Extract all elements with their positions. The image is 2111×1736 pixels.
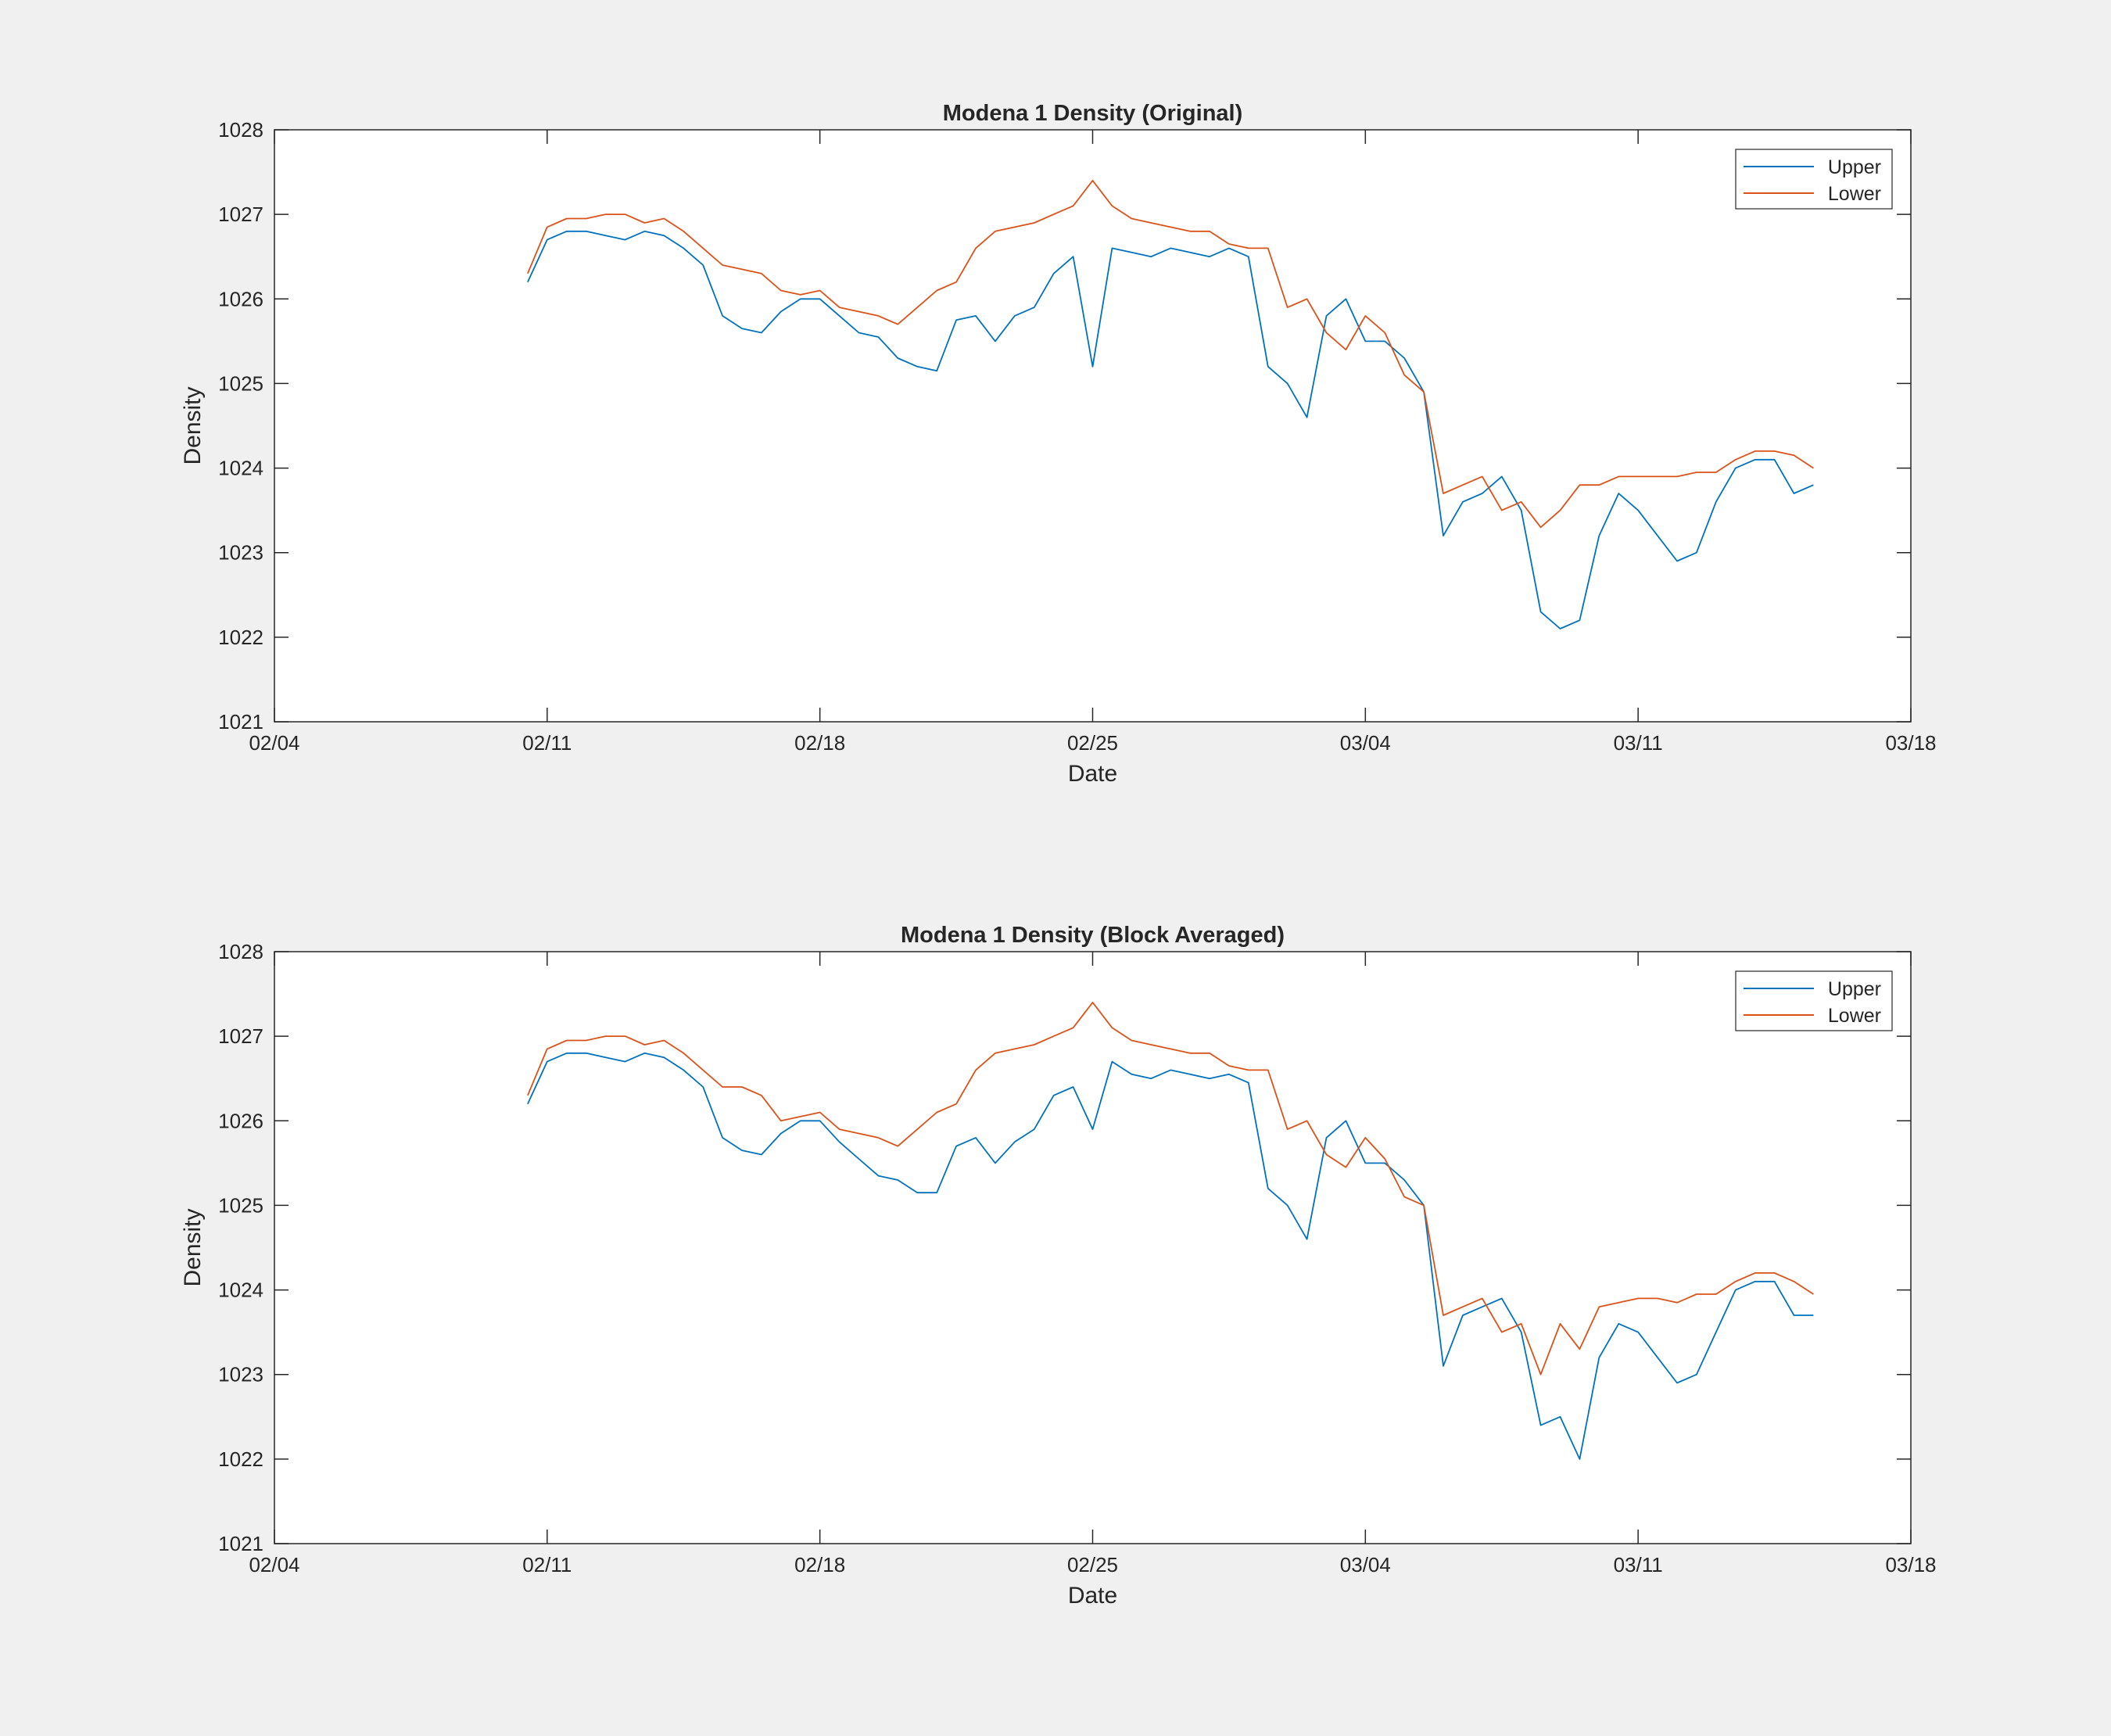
x-tick-label: 02/25: [1067, 1553, 1118, 1576]
series-group: [527, 179, 1814, 629]
chart-title: Modena 1 Density (Original): [943, 101, 1243, 126]
series-line-upper: [527, 1052, 1814, 1460]
y-tick-label: 1028: [218, 118, 263, 142]
y-tick-label: 1026: [218, 287, 263, 310]
legend-entry-lower: Lower: [1828, 183, 1881, 205]
chart-panel-2: 02/04 02/11 02/18 02/25 03/04 03/11 03/18 1021 1…: [180, 923, 1937, 1609]
y-tick-label: 1025: [218, 371, 263, 395]
x-tick-label: 03/04: [1340, 1553, 1391, 1576]
legend-entry-upper: Upper: [1828, 978, 1881, 1000]
x-tick-label: 03/11: [1614, 1553, 1663, 1576]
series-line-lower: [527, 179, 1814, 529]
x-tick-label: 02/11: [522, 731, 572, 755]
y-axis-label: Density: [180, 1208, 206, 1286]
legend: Upper Lower: [1735, 970, 1893, 1031]
y-tick-label: 1026: [218, 1109, 263, 1132]
series-line-upper: [527, 230, 1814, 629]
legend-entry-lower: Lower: [1828, 1005, 1881, 1027]
plot-area: [274, 951, 1912, 1544]
x-tick-label: 02/04: [249, 1553, 299, 1576]
x-tick-label: 02/18: [794, 731, 845, 755]
x-tick-label: 03/18: [1885, 1553, 1936, 1576]
y-tick-label: 1024: [218, 457, 263, 480]
x-tick-label: 02/11: [522, 1553, 572, 1576]
y-tick-label: 1027: [218, 1024, 263, 1048]
y-tick-label: 1021: [218, 1532, 263, 1555]
series-line-lower: [527, 1002, 1814, 1376]
x-tick-label: 02/25: [1067, 731, 1118, 755]
x-tick-label: 02/04: [249, 731, 299, 755]
y-tick-label: 1028: [218, 940, 263, 963]
y-tick-label: 1022: [218, 1447, 263, 1471]
y-tick-label: 1024: [218, 1279, 263, 1302]
y-tick-label: 1025: [218, 1193, 263, 1217]
legend-box: [1735, 970, 1893, 1031]
x-tick-label: 03/04: [1340, 731, 1391, 755]
x-axis-label: Date: [1068, 1583, 1117, 1609]
legend-box: [1735, 149, 1893, 210]
legend-entry-upper: Upper: [1828, 156, 1881, 178]
y-tick-label: 1022: [218, 626, 263, 649]
x-tick-label: 02/18: [794, 1553, 845, 1576]
series-group: [527, 1002, 1814, 1460]
legend: Upper Lower: [1735, 149, 1893, 210]
x-axis-label: Date: [1068, 761, 1117, 787]
y-axis-label: Density: [180, 386, 206, 464]
chart-panel-1: 02/04 02/11 02/18 02/25 03/04 03/11 03/18 1021 1…: [180, 101, 1937, 787]
x-tick-label: 03/11: [1614, 731, 1663, 755]
y-tick-label: 1023: [218, 541, 263, 565]
y-tick-label: 1023: [218, 1363, 263, 1386]
chart-title: Modena 1 Density (Block Averaged): [901, 923, 1285, 948]
plot-area: [274, 129, 1912, 723]
y-tick-label: 1027: [218, 203, 263, 226]
x-tick-label: 03/18: [1885, 731, 1936, 755]
y-tick-label: 1021: [218, 710, 263, 733]
